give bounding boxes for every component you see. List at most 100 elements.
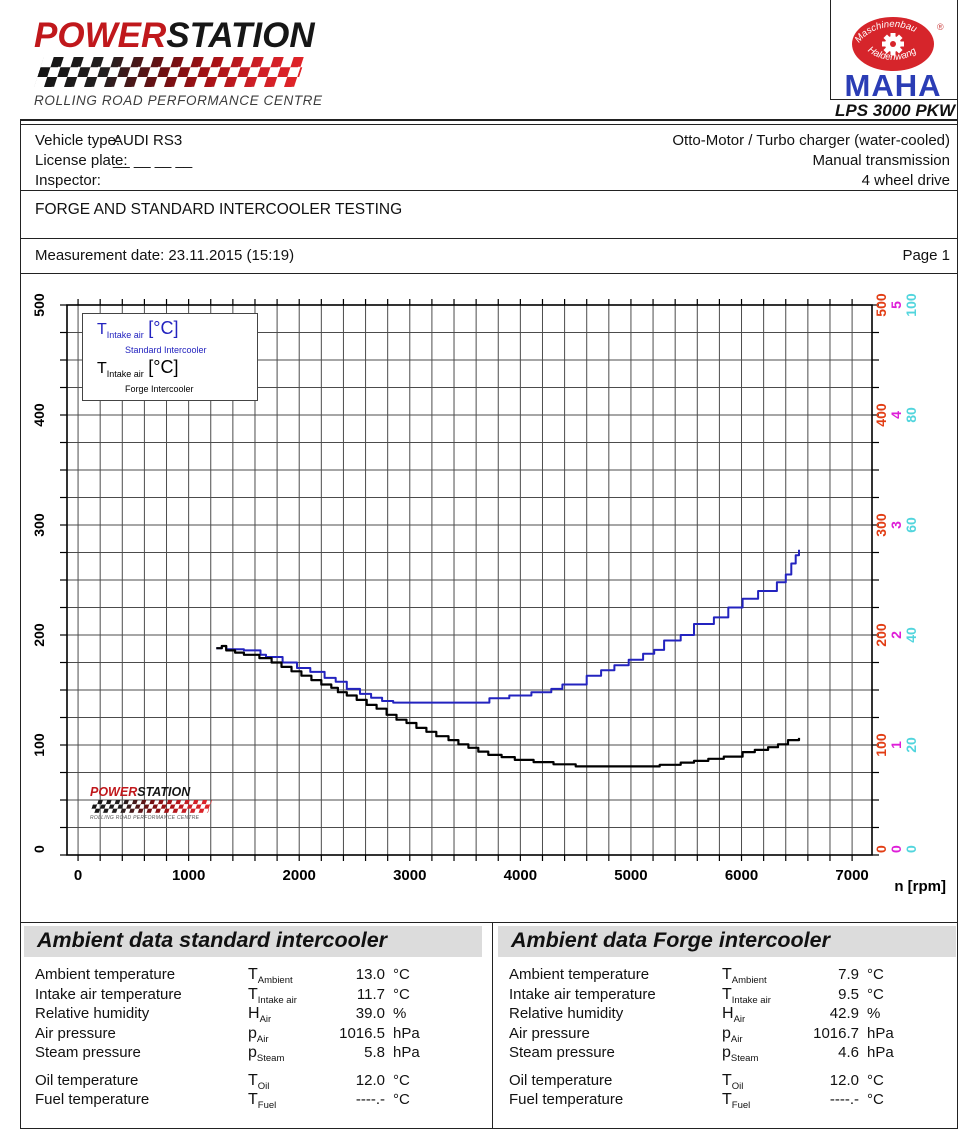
row-label: Ambient temperature bbox=[35, 966, 176, 983]
svg-text:5000: 5000 bbox=[614, 867, 647, 884]
table-row: Air pressure pAir 1016.5 hPa bbox=[22, 1025, 486, 1045]
row-symbol: TAmbient bbox=[722, 966, 767, 987]
table-title: Ambient data Forge intercooler bbox=[511, 928, 830, 952]
row-symbol: TOil bbox=[248, 1071, 270, 1092]
row-value: 39.0 bbox=[355, 1005, 385, 1022]
row-unit: °C bbox=[393, 985, 410, 1003]
vehicle-type-value: AUDI RS3 bbox=[113, 132, 183, 149]
svg-text:300: 300 bbox=[873, 513, 889, 537]
row-symbol: pSteam bbox=[722, 1044, 759, 1065]
row-symbol: TOil bbox=[722, 1071, 744, 1092]
axis-ticks bbox=[60, 299, 879, 861]
divider bbox=[830, 99, 958, 100]
row-value: 5.8 bbox=[364, 1044, 385, 1061]
drive-type: 4 wheel drive bbox=[861, 172, 950, 189]
row-symbol: TFuel bbox=[722, 1091, 751, 1112]
y-axis-right-labels-2: 0 20 40 60 80 100 bbox=[903, 293, 919, 853]
row-value: 1016.7 bbox=[813, 1024, 859, 1042]
table-header-band bbox=[498, 926, 956, 957]
table-header-band bbox=[24, 926, 482, 957]
row-symbol: HAir bbox=[722, 1005, 746, 1026]
table-row: Oil temperature TOil 12.0 °C bbox=[22, 1072, 486, 1092]
row-unit: hPa bbox=[393, 1024, 420, 1042]
svg-text:0: 0 bbox=[74, 867, 82, 884]
divider bbox=[20, 273, 958, 274]
svg-text:500: 500 bbox=[31, 293, 47, 317]
row-value: 12.0 bbox=[355, 1071, 385, 1089]
maha-wordmark: MAHA bbox=[845, 68, 942, 102]
row-label: Relative humidity bbox=[509, 1005, 624, 1022]
legend-sublabel-forge: Forge Intercooler bbox=[125, 384, 194, 395]
row-symbol: TIntake air bbox=[248, 985, 297, 1006]
powerstation-wordmark: POWERSTATION bbox=[34, 18, 315, 54]
x-axis-title: n [rpm] bbox=[894, 878, 946, 895]
vehicle-type-label: Vehicle type: bbox=[35, 132, 121, 149]
y-axis-right-labels-1: 0 1 2 3 4 5 bbox=[888, 301, 904, 853]
row-unit: % bbox=[393, 1005, 407, 1022]
row-value: ----.- bbox=[829, 1091, 859, 1108]
y-axis-right-labels-0: 0 100 200 300 400 500 bbox=[873, 293, 889, 853]
series-forge-intercooler bbox=[216, 644, 801, 768]
row-unit: °C bbox=[867, 985, 884, 1003]
row-label: Steam pressure bbox=[35, 1044, 141, 1061]
row-label: Oil temperature bbox=[509, 1071, 613, 1089]
ambient-table-forge: Ambient data Forge intercooler Ambient t… bbox=[496, 922, 960, 1128]
svg-text:20: 20 bbox=[903, 737, 919, 753]
svg-text:0: 0 bbox=[31, 845, 47, 853]
table-row: Intake air temperature TIntake air 11.7 °C bbox=[22, 986, 486, 1006]
table-row: Fuel temperature TFuel ----.- °C bbox=[496, 1091, 960, 1111]
powerstation-logo: POWERSTATION ROLLING ROAD PERFORMANCE CE… bbox=[34, 18, 323, 108]
svg-text:0: 0 bbox=[873, 845, 889, 853]
svg-text:40: 40 bbox=[903, 627, 919, 643]
legend-entry-standard: TIntake air [°C] bbox=[97, 318, 179, 341]
svg-text:3000: 3000 bbox=[393, 867, 426, 884]
row-label: Intake air temperature bbox=[509, 985, 656, 1003]
divider bbox=[830, 0, 831, 99]
svg-text:200: 200 bbox=[31, 623, 47, 647]
divider bbox=[20, 1128, 958, 1129]
series-standard-intercooler bbox=[216, 549, 800, 704]
row-label: Air pressure bbox=[35, 1024, 116, 1042]
brand-tagline: ROLLING ROAD PERFORMANCE CENTRE bbox=[34, 93, 323, 108]
divider bbox=[20, 238, 958, 239]
row-label: Oil temperature bbox=[35, 1071, 139, 1089]
row-unit: hPa bbox=[393, 1044, 420, 1061]
svg-text:1: 1 bbox=[888, 741, 904, 749]
row-unit: hPa bbox=[867, 1024, 894, 1042]
divider bbox=[20, 119, 21, 1128]
ambient-tables: Ambient data standard intercooler Ambien… bbox=[20, 922, 958, 1128]
grid bbox=[67, 305, 872, 855]
vehicle-info-values: AUDI RS3 __ __ __ __ bbox=[113, 131, 192, 171]
brand-station-text: STATION bbox=[166, 16, 315, 55]
table-row: Ambient temperature TAmbient 13.0 °C bbox=[22, 966, 486, 986]
svg-text:6000: 6000 bbox=[725, 867, 758, 884]
table-row: Oil temperature TOil 12.0 °C bbox=[496, 1072, 960, 1092]
svg-text:200: 200 bbox=[873, 623, 889, 647]
legend-sublabel-standard: Standard Intercooler bbox=[125, 345, 207, 356]
svg-text:4000: 4000 bbox=[504, 867, 537, 884]
row-label: Fuel temperature bbox=[509, 1091, 624, 1108]
ambient-table-standard: Ambient data standard intercooler Ambien… bbox=[22, 922, 486, 1128]
chart-legend: TIntake air [°C] Standard Intercooler TI… bbox=[82, 313, 258, 401]
row-value: 7.9 bbox=[838, 966, 859, 983]
divider bbox=[20, 922, 958, 923]
plot-border bbox=[66, 304, 873, 856]
divider bbox=[957, 0, 958, 1128]
registered-mark: ® bbox=[937, 22, 944, 32]
legend-entry-forge: TIntake air [°C] bbox=[97, 357, 179, 380]
svg-text:300: 300 bbox=[31, 513, 47, 537]
maha-logo: Maschinenbau Haldenwang ® MAHA bbox=[844, 17, 944, 102]
svg-text:3: 3 bbox=[888, 521, 904, 529]
row-label: Intake air temperature bbox=[35, 985, 182, 1003]
table-row: Air pressure pAir 1016.7 hPa bbox=[496, 1025, 960, 1045]
svg-text:7000: 7000 bbox=[835, 867, 868, 884]
row-value: 9.5 bbox=[838, 985, 859, 1003]
license-plate-value: __ __ __ __ bbox=[113, 152, 193, 169]
svg-text:5: 5 bbox=[888, 301, 904, 309]
row-value: ----.- bbox=[355, 1091, 385, 1108]
powerstation-watermark: POWERSTATION ROLLING ROAD PERFORMANCE CE… bbox=[90, 786, 220, 821]
row-symbol: pSteam bbox=[248, 1044, 285, 1065]
row-symbol: TAmbient bbox=[248, 966, 293, 987]
row-label: Relative humidity bbox=[35, 1005, 150, 1022]
